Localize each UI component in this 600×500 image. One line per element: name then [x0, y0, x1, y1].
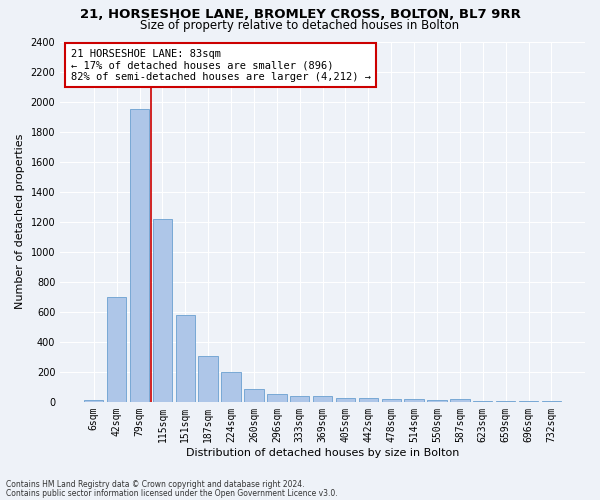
Y-axis label: Number of detached properties: Number of detached properties — [15, 134, 25, 310]
X-axis label: Distribution of detached houses by size in Bolton: Distribution of detached houses by size … — [186, 448, 459, 458]
Bar — [176, 315, 195, 402]
Bar — [427, 400, 447, 402]
Bar — [519, 401, 538, 402]
Bar — [107, 296, 127, 402]
Bar — [359, 398, 378, 402]
Bar — [542, 401, 561, 402]
Text: Size of property relative to detached houses in Bolton: Size of property relative to detached ho… — [140, 18, 460, 32]
Bar — [290, 396, 310, 402]
Bar — [404, 399, 424, 402]
Bar — [244, 389, 263, 402]
Bar — [84, 400, 103, 402]
Text: 21, HORSESHOE LANE, BROMLEY CROSS, BOLTON, BL7 9RR: 21, HORSESHOE LANE, BROMLEY CROSS, BOLTO… — [80, 8, 520, 20]
Bar — [130, 109, 149, 402]
Bar — [199, 356, 218, 402]
Text: Contains public sector information licensed under the Open Government Licence v3: Contains public sector information licen… — [6, 488, 338, 498]
Bar — [496, 401, 515, 402]
Bar — [336, 398, 355, 402]
Text: Contains HM Land Registry data © Crown copyright and database right 2024.: Contains HM Land Registry data © Crown c… — [6, 480, 305, 489]
Bar — [267, 394, 287, 402]
Bar — [382, 399, 401, 402]
Text: 21 HORSESHOE LANE: 83sqm
← 17% of detached houses are smaller (896)
82% of semi-: 21 HORSESHOE LANE: 83sqm ← 17% of detach… — [71, 48, 371, 82]
Bar — [473, 401, 493, 402]
Bar — [450, 399, 470, 402]
Bar — [313, 396, 332, 402]
Bar — [152, 218, 172, 402]
Bar — [221, 372, 241, 402]
